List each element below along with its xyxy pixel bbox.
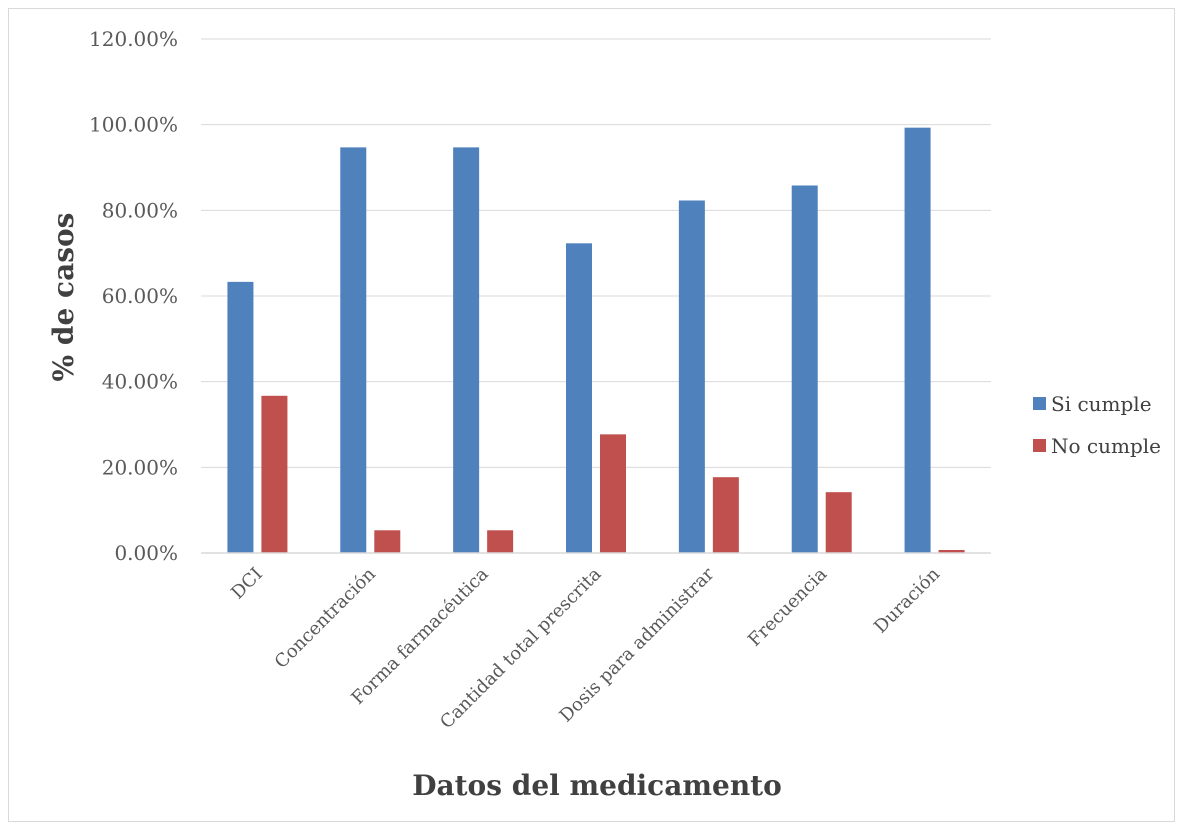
bar-si-cumple — [904, 127, 931, 553]
bar-no-cumple — [374, 530, 401, 553]
y-tick-label: 20.00% — [102, 455, 178, 479]
bar-no-cumple — [938, 550, 965, 553]
x-category-label: Duración — [870, 563, 944, 637]
bar-no-cumple — [261, 395, 288, 553]
bar-si-cumple — [340, 147, 367, 553]
bar-si-cumple — [227, 281, 254, 553]
x-axis-title: Datos del medicamento — [412, 769, 782, 802]
legend-swatch — [1033, 439, 1046, 452]
y-tick-label: 80.00% — [102, 198, 178, 222]
x-category-label: DCI — [227, 564, 267, 604]
y-axis-title: % de casos — [47, 213, 80, 382]
bar-si-cumple — [566, 243, 592, 553]
legend-label: Si cumple — [1051, 392, 1152, 416]
bar-no-cumple — [825, 492, 852, 553]
legend-label: No cumple — [1051, 434, 1161, 458]
y-tick-label: 40.00% — [102, 370, 178, 394]
bar-si-cumple — [791, 185, 818, 554]
x-category-label: Frecuencia — [744, 563, 831, 650]
bar-si-cumple — [453, 147, 480, 553]
y-axis-ticks: 0.00% 20.00% 40.00% 60.00% 80.00% 100.00% 120.… — [89, 27, 178, 565]
bars — [227, 127, 965, 554]
legend: Si cumple No cumple — [1033, 392, 1161, 458]
y-tick-label: 0.00% — [114, 541, 178, 565]
bar-no-cumple — [600, 434, 626, 553]
bar-no-cumple — [712, 477, 739, 553]
bar-no-cumple — [487, 530, 514, 553]
x-category-label: Concentración — [271, 563, 380, 672]
gridlines — [201, 38, 991, 468]
bar-si-cumple — [678, 200, 705, 553]
y-tick-label: 120.00% — [89, 27, 178, 51]
legend-swatch — [1033, 397, 1046, 410]
y-tick-label: 60.00% — [102, 284, 178, 308]
y-tick-label: 100.00% — [89, 113, 178, 137]
